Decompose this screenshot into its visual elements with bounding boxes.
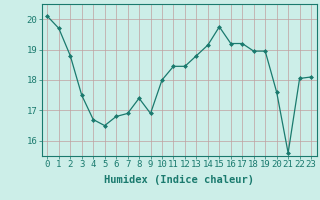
X-axis label: Humidex (Indice chaleur): Humidex (Indice chaleur) bbox=[104, 175, 254, 185]
